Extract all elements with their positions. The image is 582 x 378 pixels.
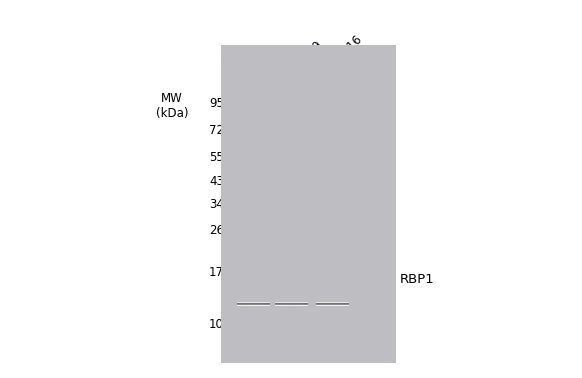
- Text: H1299: H1299: [289, 38, 326, 74]
- Text: 72: 72: [209, 124, 224, 137]
- Text: 17: 17: [209, 266, 224, 279]
- Text: RBP1: RBP1: [400, 273, 435, 286]
- Text: 55: 55: [209, 150, 224, 164]
- Text: 10: 10: [209, 318, 224, 331]
- Text: 34: 34: [209, 198, 224, 211]
- FancyBboxPatch shape: [244, 80, 379, 325]
- Text: 43: 43: [209, 175, 224, 188]
- Text: MW
(kDa): MW (kDa): [156, 92, 188, 120]
- Text: HCT116: HCT116: [323, 32, 365, 74]
- Text: 26: 26: [209, 224, 224, 237]
- Text: 95: 95: [209, 97, 224, 110]
- Text: A549: A549: [260, 44, 290, 74]
